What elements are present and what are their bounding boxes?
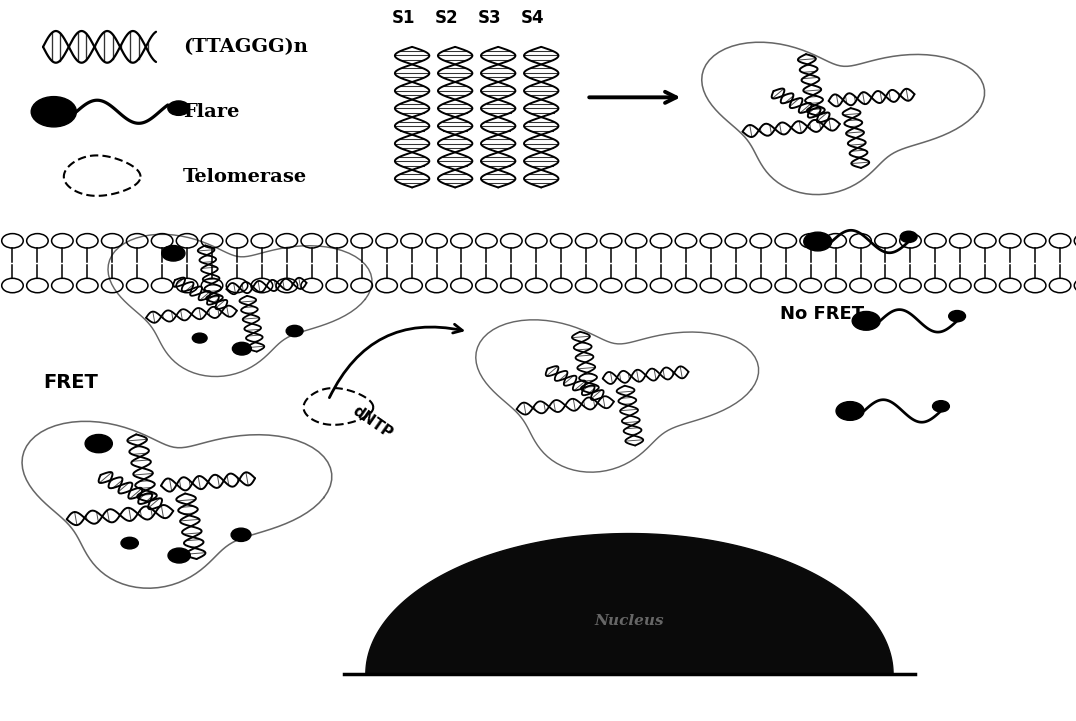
Text: S1: S1 xyxy=(392,9,415,27)
Text: (TTAGGG)n: (TTAGGG)n xyxy=(183,38,308,56)
Text: Telomerase: Telomerase xyxy=(183,168,307,185)
Polygon shape xyxy=(366,534,893,674)
Text: S4: S4 xyxy=(521,9,544,27)
Circle shape xyxy=(286,325,303,337)
Circle shape xyxy=(161,246,185,261)
Text: No FRET: No FRET xyxy=(780,305,864,322)
Circle shape xyxy=(852,311,880,330)
Text: S2: S2 xyxy=(435,9,458,27)
Circle shape xyxy=(85,435,112,453)
Circle shape xyxy=(193,333,207,343)
Circle shape xyxy=(168,101,189,115)
Circle shape xyxy=(31,97,76,127)
Text: dNTP: dNTP xyxy=(350,403,395,441)
Text: Flare: Flare xyxy=(183,103,239,120)
Circle shape xyxy=(168,548,190,563)
Circle shape xyxy=(804,232,832,251)
Circle shape xyxy=(836,402,864,420)
Circle shape xyxy=(121,537,139,549)
Circle shape xyxy=(933,401,949,412)
Circle shape xyxy=(901,231,917,242)
Text: Nucleus: Nucleus xyxy=(595,614,664,628)
Circle shape xyxy=(949,311,965,322)
Text: FRET: FRET xyxy=(43,373,98,392)
Circle shape xyxy=(231,528,251,541)
Text: S3: S3 xyxy=(478,9,501,27)
Circle shape xyxy=(232,342,252,355)
